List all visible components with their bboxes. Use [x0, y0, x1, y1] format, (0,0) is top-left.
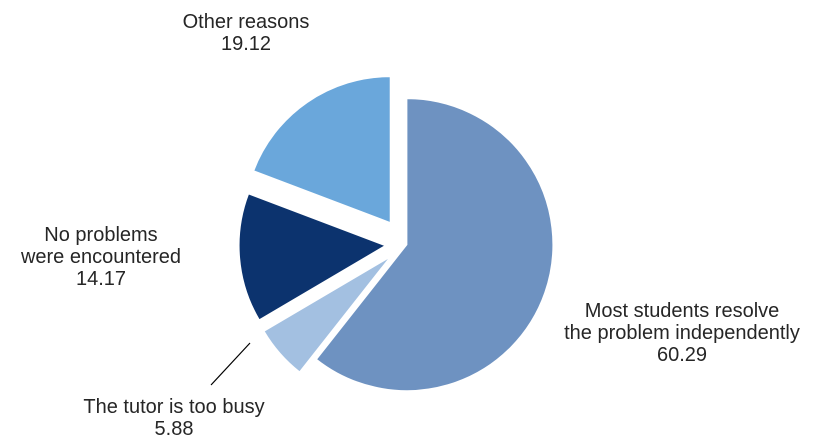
slice-label-line: were encountered — [20, 246, 181, 268]
slice-value: 60.29 — [657, 344, 707, 366]
slice-label: The tutor is too busy 5.88 — [83, 396, 264, 436]
slice-labels: Most students resolve the problem indepen… — [20, 11, 800, 436]
leader-lines — [210, 342, 251, 386]
slice-label-line: the problem independently — [564, 322, 800, 344]
slice-label-line: Most students resolve — [585, 300, 780, 322]
slice-label: Other reasons 19.12 — [183, 11, 310, 55]
slice-label: No problems were encountered 14.17 — [20, 224, 181, 290]
pie-slice — [253, 76, 391, 224]
slice-label: Most students resolve the problem indepen… — [564, 300, 800, 366]
slice-value: 5.88 — [155, 418, 194, 436]
pie-slice — [315, 98, 554, 392]
pie-slice — [263, 256, 391, 373]
slice-label-line: The tutor is too busy — [83, 396, 264, 418]
slice-label-line: Other reasons — [183, 11, 310, 33]
slice-label-line: No problems — [44, 224, 157, 246]
slice-value: 14.17 — [76, 268, 126, 290]
slice-value: 19.12 — [221, 33, 271, 55]
leader-line — [210, 342, 251, 386]
pie-slices — [238, 76, 554, 392]
pie-slice — [238, 193, 387, 321]
